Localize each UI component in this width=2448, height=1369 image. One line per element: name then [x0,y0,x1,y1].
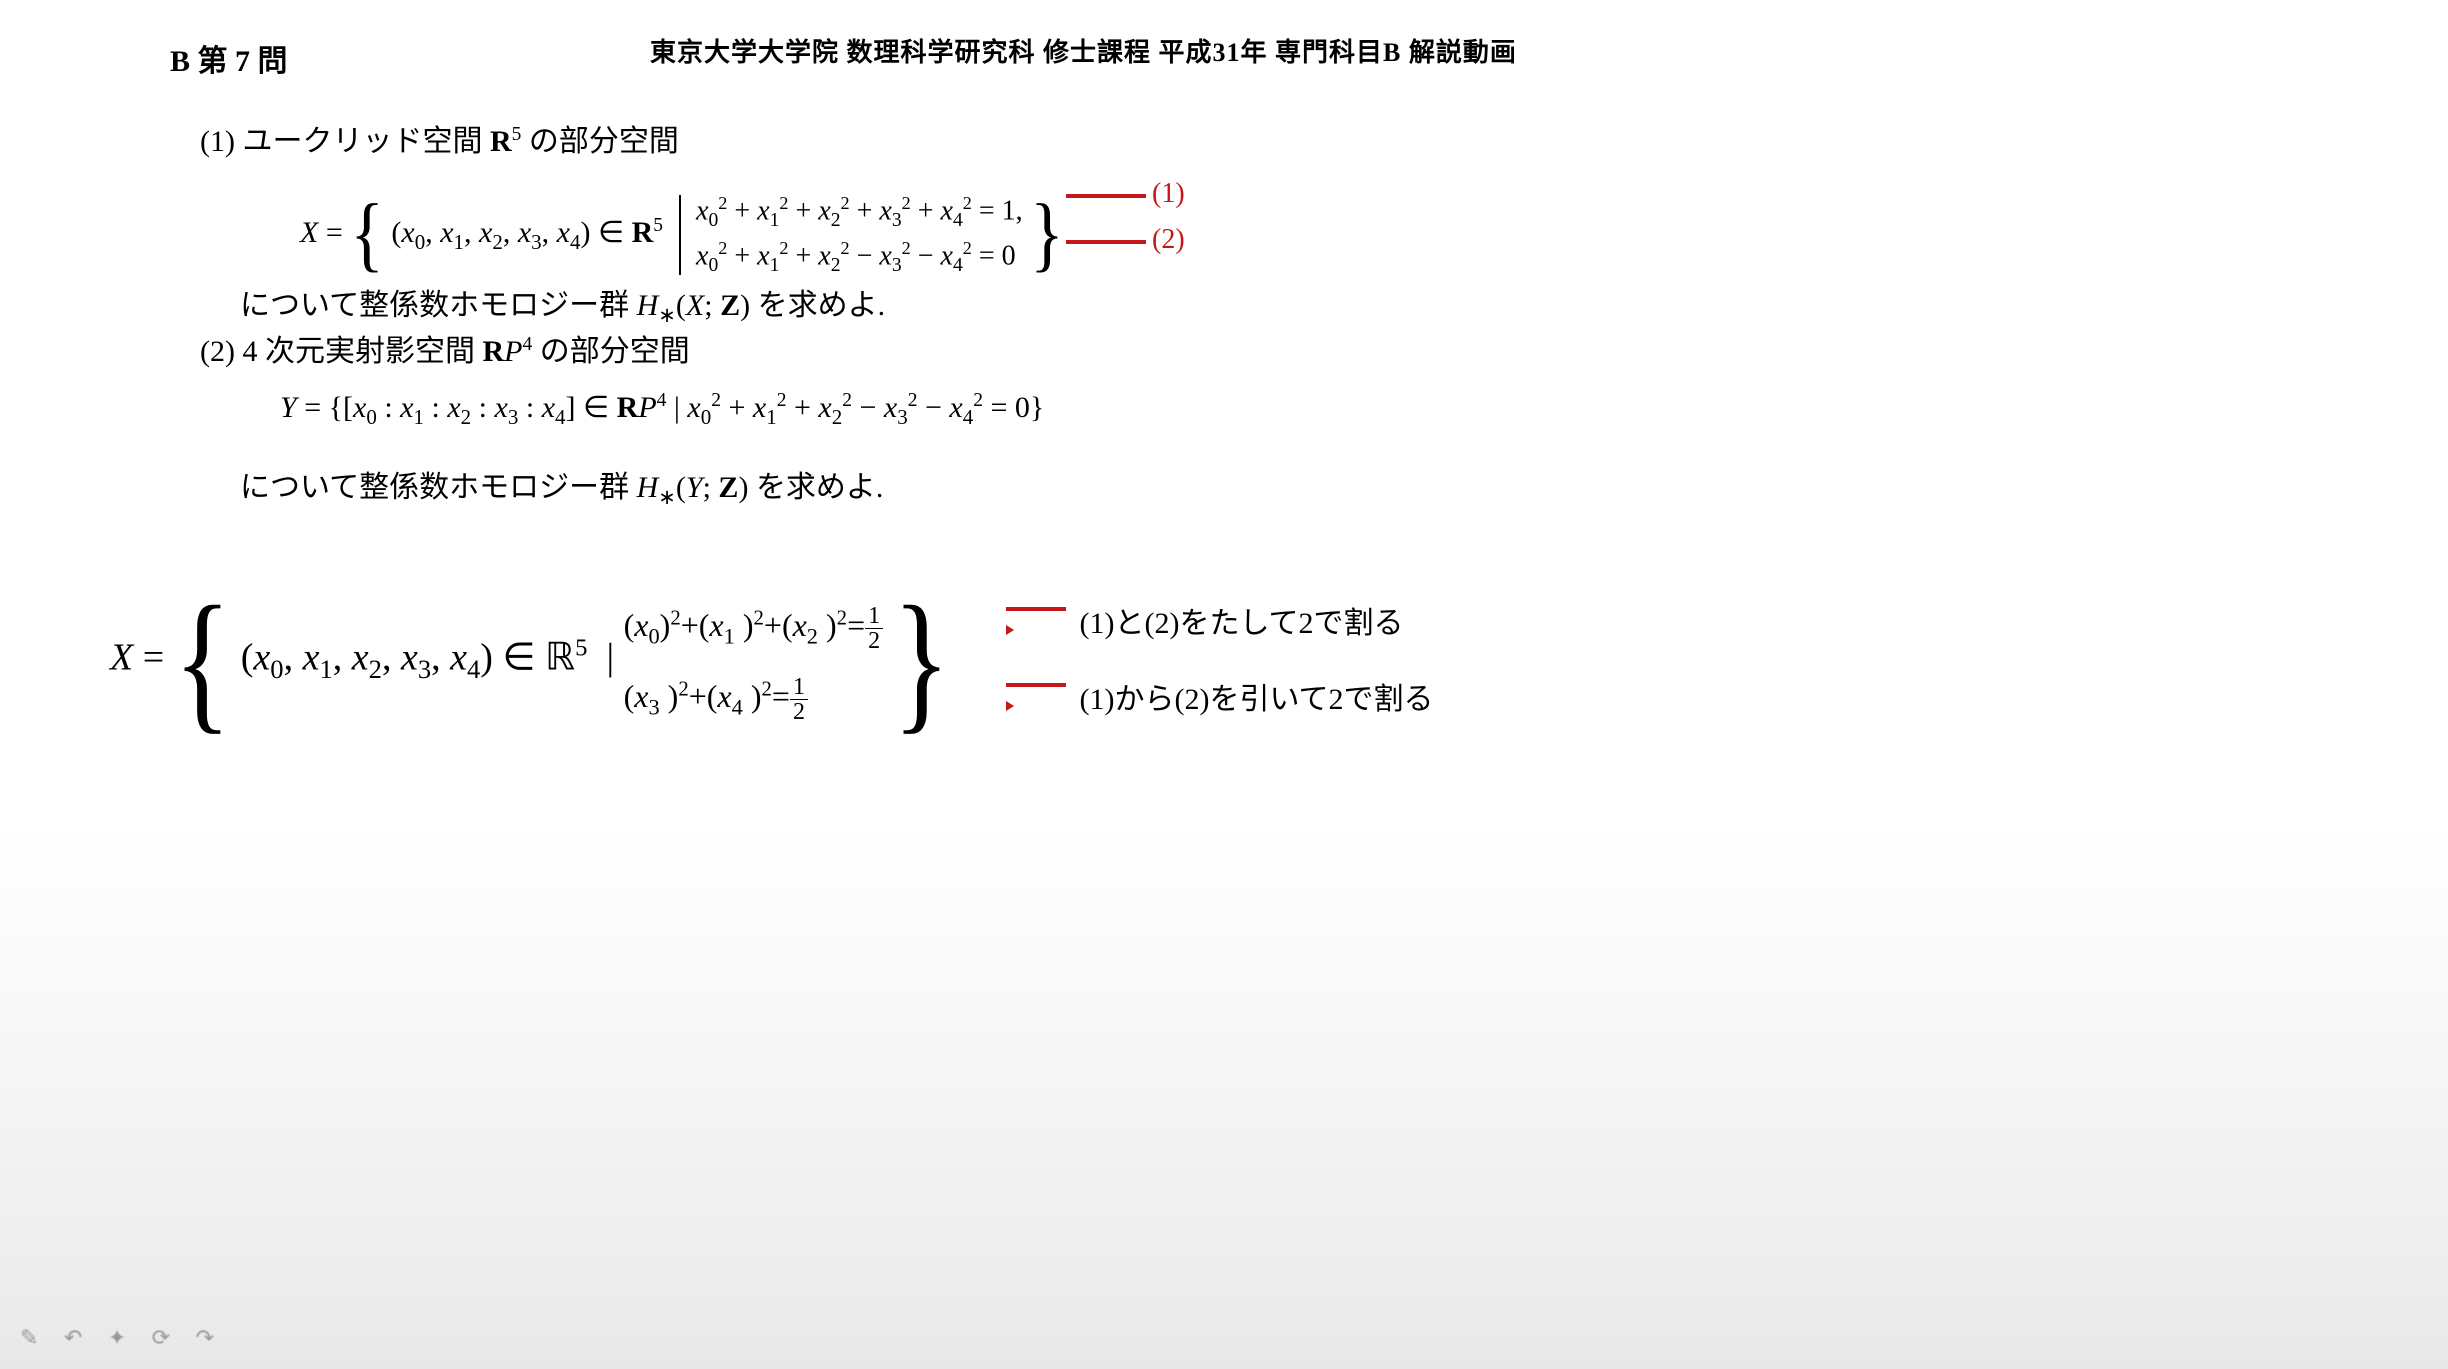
annotation-eq2-label: (2) [1060,224,1185,256]
part1-intro: (1) ユークリッド空間 R5 の部分空間 [200,116,679,160]
eq1-condition-1: x02 + x12 + x22 + x32 + x42 = 1, [696,190,1023,235]
eq1-condition-2: x02 + x12 + x22 − x32 − x42 = 0 [696,235,1023,280]
annotation-sub-divide: (1)から(2)を引いて2で割る [1000,674,1434,721]
drawing-toolbar[interactable]: ✎ ↶ ✦ ⟳ ↷ [20,1325,224,1351]
annotation-add-divide: (1)と(2)をたして2で割る [1000,598,1404,645]
rewritten-cond-2: (x3 )2+(x4 )2=12 [624,661,884,732]
part2-intro: (2) 4 次元実射影空間 RP4 の部分空間 [200,326,690,370]
problem-number: B 第 7 問 [170,36,288,80]
equation-X-rewritten: X = { (x0, x1, x2, x3, x4) ∈ ℝ5 | (x0)2+… [110,590,950,731]
equation-Y: Y = {[x0 : x1 : x2 : x3 : x4] ∈ RP4 | x0… [280,390,1044,430]
part2-tail: について整係数ホモロジー群 H∗(Y; Z) を求めよ. [240,462,883,510]
header-source: 東京大学大学院 数理科学研究科 修士課程 平成31年 専門科目B 解説動画 [650,32,1517,69]
annotation-eq1-label: (1) [1060,178,1185,210]
part1-tail: について整係数ホモロジー群 H∗(X; Z) を求めよ. [240,280,885,328]
rewritten-cond-1: (x0)2+(x1 )2+(x2 )2=12 [624,590,884,661]
